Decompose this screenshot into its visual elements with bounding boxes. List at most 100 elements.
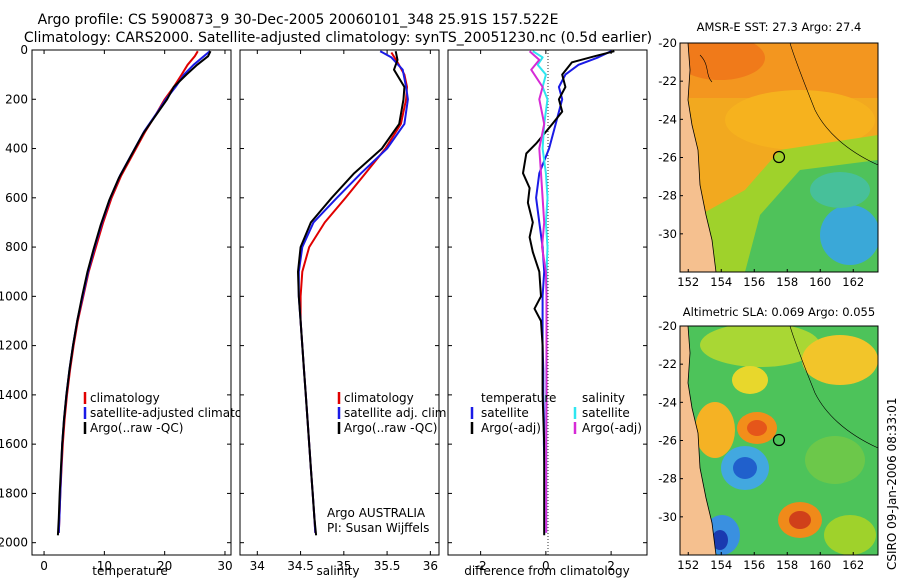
map-x-tick-label: 152 bbox=[677, 275, 699, 289]
map-x-tick-label: 156 bbox=[743, 558, 765, 572]
difference-legend: temperature satellite Argo(-adj) salinit… bbox=[470, 391, 642, 435]
x-tick-label: 30 bbox=[217, 559, 232, 573]
sst-map-title: AMSR-E SST: 27.3 Argo: 27.4 bbox=[697, 20, 862, 34]
legend-label-temp-satellite: satellite bbox=[481, 406, 529, 420]
y-tick-label: 800 bbox=[5, 240, 28, 254]
map-x-tick-label: 160 bbox=[809, 275, 831, 289]
salinity-ticks: 34 34.5 35 35.5 36 bbox=[240, 49, 439, 573]
side-timestamp-label: CSIRO 09-Jan-2006 08:33:01 bbox=[885, 398, 899, 570]
legend-label-satellite-adjusted: satellite adj. clim. bbox=[344, 406, 450, 420]
sla-high-north-east bbox=[802, 335, 878, 385]
australia-landmass bbox=[680, 326, 716, 555]
sst-map-ticks: 152 154 156 158 160 162 -20 -22 -24 -26 -28 -30 bbox=[658, 36, 864, 289]
sla-high-north bbox=[732, 366, 768, 394]
float-pi-note: PI: Susan Wijffels bbox=[327, 521, 429, 535]
y-tick-label: 1400 bbox=[0, 388, 28, 402]
legend-label-sal-satellite: satellite bbox=[582, 406, 630, 420]
temperature-lines bbox=[56, 50, 212, 536]
map-y-tick-label: -20 bbox=[658, 319, 677, 333]
temperature-panel: 0 10 20 30 0 200 400 600 800 1000 1200 1400 1600 1800… bbox=[0, 43, 268, 578]
sla-map-panel: Altimetric SLA: 0.069 Argo: 0.055 152 154… bbox=[658, 305, 879, 572]
salinity-lines bbox=[297, 50, 409, 536]
map-y-tick-label: -30 bbox=[658, 510, 677, 524]
sst-field-central bbox=[725, 90, 875, 150]
map-y-tick-label: -30 bbox=[658, 227, 677, 241]
salinity-panel: 34 34.5 35 35.5 36 salinity climatology sate… bbox=[239, 49, 450, 578]
legend-title-salinity: salinity bbox=[582, 391, 625, 405]
sla-east-central bbox=[805, 436, 865, 484]
series-line-argo-raw-qc- bbox=[56, 50, 212, 536]
x-tick-label: 10 bbox=[97, 559, 112, 573]
sla-high-south-core bbox=[789, 511, 811, 529]
map-x-tick-label: 162 bbox=[842, 558, 864, 572]
series-line-argo-raw-qc- bbox=[297, 50, 406, 536]
legend-label-sal-argo: Argo(-adj) bbox=[582, 421, 642, 435]
salinity-legend: climatology satellite adj. clim. Argo(..… bbox=[337, 391, 450, 435]
x-tick-label: 36 bbox=[423, 559, 438, 573]
difference-panel: -2 0 2 difference from climatology tempera… bbox=[447, 49, 648, 578]
map-y-tick-label: -26 bbox=[658, 151, 677, 165]
coastline bbox=[687, 326, 717, 555]
temperature-axes-frame bbox=[31, 49, 232, 556]
legend-title-temperature: temperature bbox=[481, 391, 556, 405]
difference-lines bbox=[522, 50, 615, 536]
y-tick-label: 1000 bbox=[0, 289, 28, 303]
map-x-tick-label: 158 bbox=[776, 558, 798, 572]
x-tick-label: 35 bbox=[336, 559, 351, 573]
isobath-contour bbox=[699, 54, 713, 83]
legend-label-climatology: climatology bbox=[344, 391, 414, 405]
coastline bbox=[687, 43, 717, 272]
map-y-tick-label: -28 bbox=[658, 189, 677, 203]
map-x-tick-label: 158 bbox=[776, 275, 798, 289]
y-tick-label: 200 bbox=[5, 92, 28, 106]
australia-landmass bbox=[680, 43, 716, 272]
sla-low-eddy-core bbox=[733, 457, 757, 479]
series-line-salinity-argo-adj- bbox=[528, 50, 548, 533]
map-y-tick-label: -24 bbox=[658, 112, 677, 126]
map-y-tick-label: -22 bbox=[658, 74, 677, 88]
sla-low-south-west-core bbox=[712, 530, 728, 550]
series-line-temperature-argo-adj- bbox=[522, 50, 615, 536]
map-y-tick-label: -22 bbox=[658, 357, 677, 371]
x-tick-label: 0 bbox=[542, 559, 550, 573]
map-y-tick-label: -20 bbox=[658, 36, 677, 50]
y-tick-label: 2000 bbox=[0, 536, 28, 550]
legend-label-temp-argo: Argo(-adj) bbox=[481, 421, 541, 435]
legend-label-climatology: climatology bbox=[90, 391, 160, 405]
sla-field-north bbox=[700, 326, 820, 367]
sst-cool-patch bbox=[810, 172, 870, 208]
map-x-tick-label: 162 bbox=[842, 275, 864, 289]
map-y-tick-label: -24 bbox=[658, 395, 677, 409]
legend-label-argo: Argo(..raw -QC) bbox=[90, 421, 183, 435]
map-x-tick-label: 154 bbox=[710, 558, 732, 572]
y-tick-label: 400 bbox=[5, 142, 28, 156]
sla-map-title: Altimetric SLA: 0.069 Argo: 0.055 bbox=[683, 305, 875, 319]
temperature-legend: climatology satellite-adjusted climatolo… bbox=[83, 391, 268, 435]
argo-float-marker bbox=[772, 433, 786, 447]
sla-map-ticks: 152 154 156 158 160 162 -20 -22 -24 -26 -28 -30 bbox=[658, 319, 864, 572]
argo-float-marker bbox=[772, 150, 786, 164]
difference-xlabel: difference from climatology bbox=[464, 564, 630, 578]
temperature-ticks: 0 10 20 30 0 200 400 600 800 1000 1200 1400 1600 1800… bbox=[0, 43, 233, 573]
legend-label-satellite-adjusted: satellite-adjusted climatology bbox=[90, 406, 268, 420]
figure-title-line1: Argo profile: CS 5900873_9 30-Dec-2005 2… bbox=[38, 12, 559, 28]
sla-south-east bbox=[824, 515, 876, 555]
x-tick-label: 34.5 bbox=[287, 559, 314, 573]
figure-title-line2: Climatology: CARS2000. Satellite-adjuste… bbox=[24, 30, 652, 46]
y-tick-label: 0 bbox=[20, 43, 28, 57]
float-program-note: Argo AUSTRALIA bbox=[327, 506, 426, 520]
sst-map-panel: AMSR-E SST: 27.3 Argo: 27.4 152 154 156 158… bbox=[658, 20, 879, 289]
map-y-tick-label: -28 bbox=[658, 472, 677, 486]
reef-outline bbox=[789, 43, 878, 166]
map-y-tick-label: -26 bbox=[658, 434, 677, 448]
y-tick-label: 1800 bbox=[0, 486, 28, 500]
x-tick-label: -2 bbox=[475, 559, 487, 573]
reef-outline bbox=[789, 326, 878, 449]
sst-cold-patch bbox=[820, 205, 878, 265]
x-tick-label: 35.5 bbox=[374, 559, 401, 573]
sla-high-west bbox=[695, 402, 735, 458]
x-tick-label: 20 bbox=[157, 559, 172, 573]
y-tick-label: 1200 bbox=[0, 339, 28, 353]
y-tick-label: 600 bbox=[5, 191, 28, 205]
